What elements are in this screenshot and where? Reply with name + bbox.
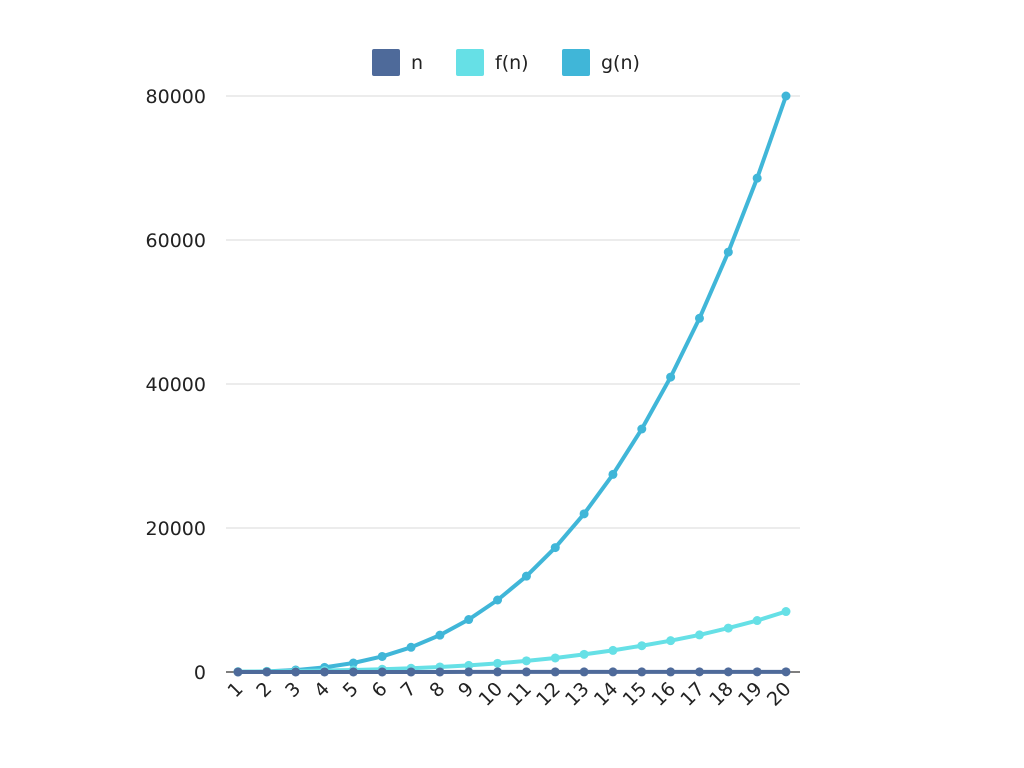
x-tick-label: 7 <box>396 678 420 702</box>
data-point <box>694 313 704 323</box>
data-point <box>464 667 474 677</box>
data-point <box>464 615 474 625</box>
legend-item: g(n) <box>562 49 640 76</box>
legend-item: f(n) <box>456 49 529 76</box>
data-point <box>752 173 762 183</box>
series-group <box>233 91 791 677</box>
y-tick-label: 80000 <box>146 86 206 108</box>
data-point <box>752 667 762 677</box>
x-tick-label: 19 <box>734 678 767 711</box>
data-point <box>781 91 791 101</box>
legend-swatch <box>562 49 590 76</box>
x-tick-label: 11 <box>503 678 536 711</box>
data-point <box>637 641 647 651</box>
legend-swatch <box>372 49 400 76</box>
data-point <box>781 667 791 677</box>
data-point <box>579 649 589 659</box>
x-tick-label: 16 <box>648 678 681 711</box>
x-tick-label: 3 <box>281 678 305 702</box>
y-tick-label: 60000 <box>146 230 206 252</box>
x-tick-label: 4 <box>310 678 334 702</box>
data-point <box>521 656 531 666</box>
data-point <box>233 667 243 677</box>
x-tick-label: 2 <box>252 678 276 702</box>
x-tick-label: 13 <box>561 678 594 711</box>
data-point <box>348 667 358 677</box>
y-tick-label: 20000 <box>146 518 206 540</box>
x-tick-label: 1 <box>223 678 247 702</box>
data-point <box>435 667 445 677</box>
x-tick-label: 10 <box>474 678 507 711</box>
x-tick-label: 6 <box>368 678 392 702</box>
x-tick-label: 18 <box>705 678 738 711</box>
y-tick-label: 0 <box>194 662 206 684</box>
legend-swatch <box>456 49 484 76</box>
data-point <box>752 616 762 626</box>
data-point <box>781 607 791 617</box>
data-point <box>694 630 704 640</box>
legend-label: n <box>411 52 423 74</box>
data-point <box>406 642 416 652</box>
data-point <box>608 667 618 677</box>
data-point <box>493 658 503 668</box>
data-point <box>521 571 531 581</box>
y-axis-ticks: 0 20000 40000 60000 80000 <box>146 86 206 684</box>
legend: n f(n) g(n) <box>372 49 640 76</box>
x-tick-label: 9 <box>454 678 478 702</box>
data-point <box>723 247 733 257</box>
data-point <box>435 630 445 640</box>
data-point <box>637 424 647 434</box>
data-point <box>377 667 387 677</box>
data-point <box>550 667 560 677</box>
y-tick-label: 40000 <box>146 374 206 396</box>
data-point <box>694 667 704 677</box>
legend-label: g(n) <box>601 52 640 74</box>
data-point <box>377 651 387 661</box>
data-point <box>406 667 416 677</box>
data-point <box>666 667 676 677</box>
data-point <box>262 667 272 677</box>
x-tick-label: 14 <box>590 678 623 711</box>
x-tick-label: 12 <box>532 678 565 711</box>
x-tick-label: 20 <box>763 678 796 711</box>
legend-item: n <box>372 49 423 76</box>
series-line <box>236 94 788 674</box>
data-point <box>550 543 560 553</box>
data-point <box>493 595 503 605</box>
x-tick-label: 8 <box>425 678 449 702</box>
data-point <box>579 509 589 519</box>
data-point <box>320 667 330 677</box>
data-point <box>666 636 676 646</box>
data-point <box>291 667 301 677</box>
data-point <box>521 667 531 677</box>
data-point <box>608 469 618 479</box>
data-point <box>637 667 647 677</box>
data-point <box>608 645 618 655</box>
data-point <box>666 372 676 382</box>
data-point <box>464 660 474 670</box>
series-line <box>236 609 788 674</box>
data-point <box>550 653 560 663</box>
series-0 <box>233 667 791 677</box>
data-point <box>348 658 358 668</box>
data-point <box>723 623 733 633</box>
data-point <box>493 667 503 677</box>
x-tick-label: 15 <box>619 678 652 711</box>
data-point <box>579 667 589 677</box>
data-point <box>723 667 733 677</box>
x-tick-label: 5 <box>339 678 363 702</box>
legend-label: f(n) <box>495 52 529 74</box>
series-1 <box>233 607 791 677</box>
x-tick-label: 17 <box>676 678 709 711</box>
